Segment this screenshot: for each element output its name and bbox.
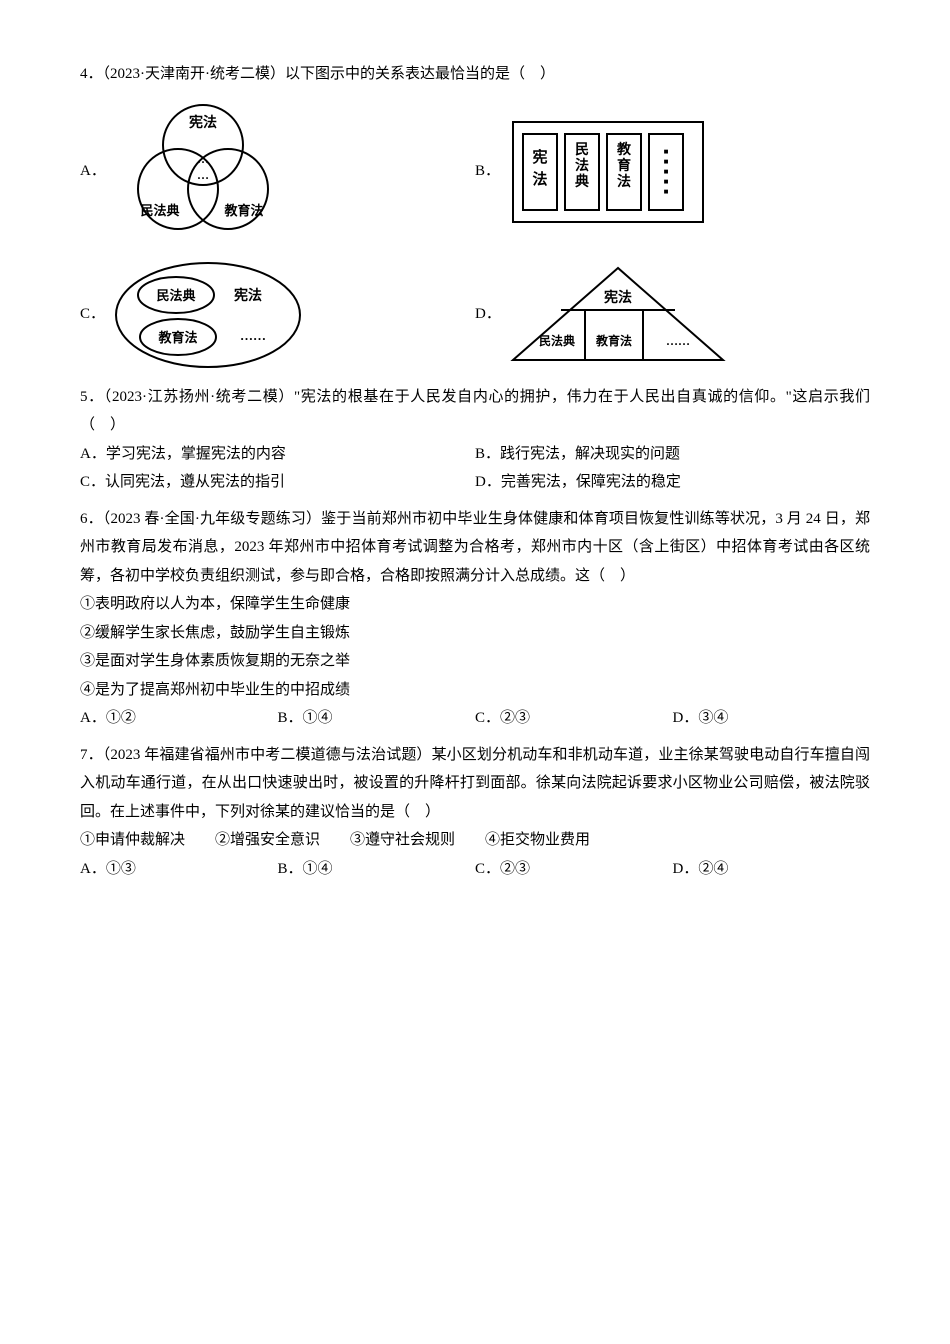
svg-text:典: 典 bbox=[575, 173, 589, 190]
q6-item-2: ②缓解学生家长焦虑，鼓励学生自主锻炼 bbox=[80, 619, 870, 648]
q6-item-1: ①表明政府以人为本，保障学生生命健康 bbox=[80, 590, 870, 619]
q5-opt-c: C．认同宪法，遵从宪法的指引 bbox=[80, 468, 475, 497]
q7-opt-b: B．①④ bbox=[278, 855, 476, 884]
q6-stem: 6．（2023 春·全国·九年级专题练习）鉴于当前郑州市初中毕业生身体健康和体育… bbox=[80, 505, 870, 591]
svg-text:法: 法 bbox=[532, 170, 547, 188]
svg-text:法: 法 bbox=[575, 157, 589, 174]
svg-text:……: …… bbox=[666, 334, 690, 348]
q4-label-d: D． bbox=[475, 300, 503, 329]
q4-stem: 4．（2023·天津南开·统考二模）以下图示中的关系表达最恰当的是（ ） bbox=[80, 60, 870, 89]
q4-diagram-c: 民法典 宪法 教育法 …… bbox=[108, 255, 308, 375]
svg-text:法: 法 bbox=[617, 173, 631, 190]
q4-label-a: A． bbox=[80, 157, 108, 186]
question-5: 5．（2023·江苏扬州·统考二模）"宪法的根基在于人民发自内心的拥护，伟力在于… bbox=[80, 383, 870, 497]
q5-opt-b: B．践行宪法，解决现实的问题 bbox=[475, 440, 870, 469]
q5-opt-a: A．学习宪法，掌握宪法的内容 bbox=[80, 440, 475, 469]
question-6: 6．（2023 春·全国·九年级专题练习）鉴于当前郑州市初中毕业生身体健康和体育… bbox=[80, 505, 870, 733]
svg-text:宪法: 宪法 bbox=[604, 289, 632, 306]
q6-opt-b: B．①④ bbox=[278, 704, 476, 733]
svg-text:民法典: 民法典 bbox=[539, 333, 575, 348]
q7-source: （2023 年福建省福州市中考二模道德与法治试题） bbox=[103, 747, 432, 763]
q4-diagram-a: 宪法 民法典 教育法 … … bbox=[108, 97, 298, 247]
svg-text:教: 教 bbox=[617, 141, 632, 158]
q6-source: （2023 春·全国·九年级专题练习） bbox=[103, 511, 321, 527]
svg-text:宪法: 宪法 bbox=[234, 287, 262, 304]
q4-row-cd: C． 民法典 宪法 教育法 …… D． 宪法 民法典 教育法 …… bbox=[80, 255, 870, 375]
q5-number: 5． bbox=[80, 389, 104, 405]
q4-number: 4． bbox=[80, 66, 103, 82]
question-7: 7．（2023 年福建省福州市中考二模道德与法治试题）某小区划分机动车和非机动车… bbox=[80, 741, 870, 884]
q4-cell-d: D． 宪法 民法典 教育法 …… bbox=[475, 260, 870, 370]
q4-diagram-b: 宪 法 民 法 典 教 育 法 ■ ■ ■ ■ ■ bbox=[503, 112, 713, 232]
svg-text:宪: 宪 bbox=[532, 148, 547, 166]
svg-text:民: 民 bbox=[575, 142, 589, 158]
q5-options: A．学习宪法，掌握宪法的内容 B．践行宪法，解决现实的问题 C．认同宪法，遵从宪… bbox=[80, 440, 870, 497]
q4-cell-b: B． 宪 法 民 法 典 教 育 法 ■ ■ ■ ■ ■ bbox=[475, 112, 870, 232]
svg-text:……: …… bbox=[240, 328, 266, 343]
svg-text:■: ■ bbox=[664, 147, 669, 156]
q6-options: A．①② B．①④ C．②③ D．③④ bbox=[80, 704, 870, 733]
svg-text:…: … bbox=[197, 168, 209, 182]
svg-text:民法典: 民法典 bbox=[156, 288, 195, 303]
q7-stem: 7．（2023 年福建省福州市中考二模道德与法治试题）某小区划分机动车和非机动车… bbox=[80, 741, 870, 827]
q6-opt-a: A．①② bbox=[80, 704, 278, 733]
q4-source: （2023·天津南开·统考二模） bbox=[103, 66, 286, 82]
q7-opt-d: D．②④ bbox=[673, 855, 871, 884]
q6-item-3: ③是面对学生身体素质恢复期的无奈之举 bbox=[80, 647, 870, 676]
q4-cell-c: C． 民法典 宪法 教育法 …… bbox=[80, 255, 475, 375]
q6-number: 6． bbox=[80, 511, 103, 527]
svg-text:宪法: 宪法 bbox=[189, 114, 217, 131]
q6-opt-c: C．②③ bbox=[475, 704, 673, 733]
svg-text:■: ■ bbox=[664, 187, 669, 196]
svg-text:■: ■ bbox=[664, 157, 669, 166]
svg-text:教育法: 教育法 bbox=[223, 203, 263, 218]
q7-items-row: ①申请仲裁解决 ②增强安全意识 ③遵守社会规则 ④拒交物业费用 bbox=[80, 826, 870, 855]
q6-item-4: ④是为了提高郑州初中毕业生的中招成绩 bbox=[80, 676, 870, 705]
q5-opt-d: D．完善宪法，保障宪法的稳定 bbox=[475, 468, 870, 497]
question-4: 4．（2023·天津南开·统考二模）以下图示中的关系表达最恰当的是（ ） A． … bbox=[80, 60, 870, 375]
q6-opt-d: D．③④ bbox=[673, 704, 871, 733]
q4-diagram-d: 宪法 民法典 教育法 …… bbox=[503, 260, 733, 370]
q4-label-c: C． bbox=[80, 300, 108, 329]
q5-stem: 5．（2023·江苏扬州·统考二模）"宪法的根基在于人民发自内心的拥护，伟力在于… bbox=[80, 383, 870, 440]
svg-text:■: ■ bbox=[664, 167, 669, 176]
q7-opt-a: A．①③ bbox=[80, 855, 278, 884]
svg-text:育: 育 bbox=[617, 157, 631, 174]
q7-options: A．①③ B．①④ C．②③ D．②④ bbox=[80, 855, 870, 884]
q4-row-ab: A． 宪法 民法典 教育法 … … B． 宪 法 民 法 bbox=[80, 97, 870, 247]
q4-label-b: B． bbox=[475, 157, 503, 186]
q5-source: （2023·江苏扬州·统考二模） bbox=[104, 389, 294, 405]
q4-cell-a: A． 宪法 民法典 教育法 … … bbox=[80, 97, 475, 247]
svg-text:■: ■ bbox=[664, 177, 669, 186]
svg-text:…: … bbox=[197, 152, 209, 166]
q7-opt-c: C．②③ bbox=[475, 855, 673, 884]
q7-number: 7． bbox=[80, 747, 103, 763]
svg-text:教育法: 教育法 bbox=[595, 333, 632, 348]
q4-text: 以下图示中的关系表达最恰当的是（ ） bbox=[285, 66, 555, 82]
svg-text:民法典: 民法典 bbox=[140, 203, 179, 218]
svg-text:教育法: 教育法 bbox=[157, 330, 197, 345]
